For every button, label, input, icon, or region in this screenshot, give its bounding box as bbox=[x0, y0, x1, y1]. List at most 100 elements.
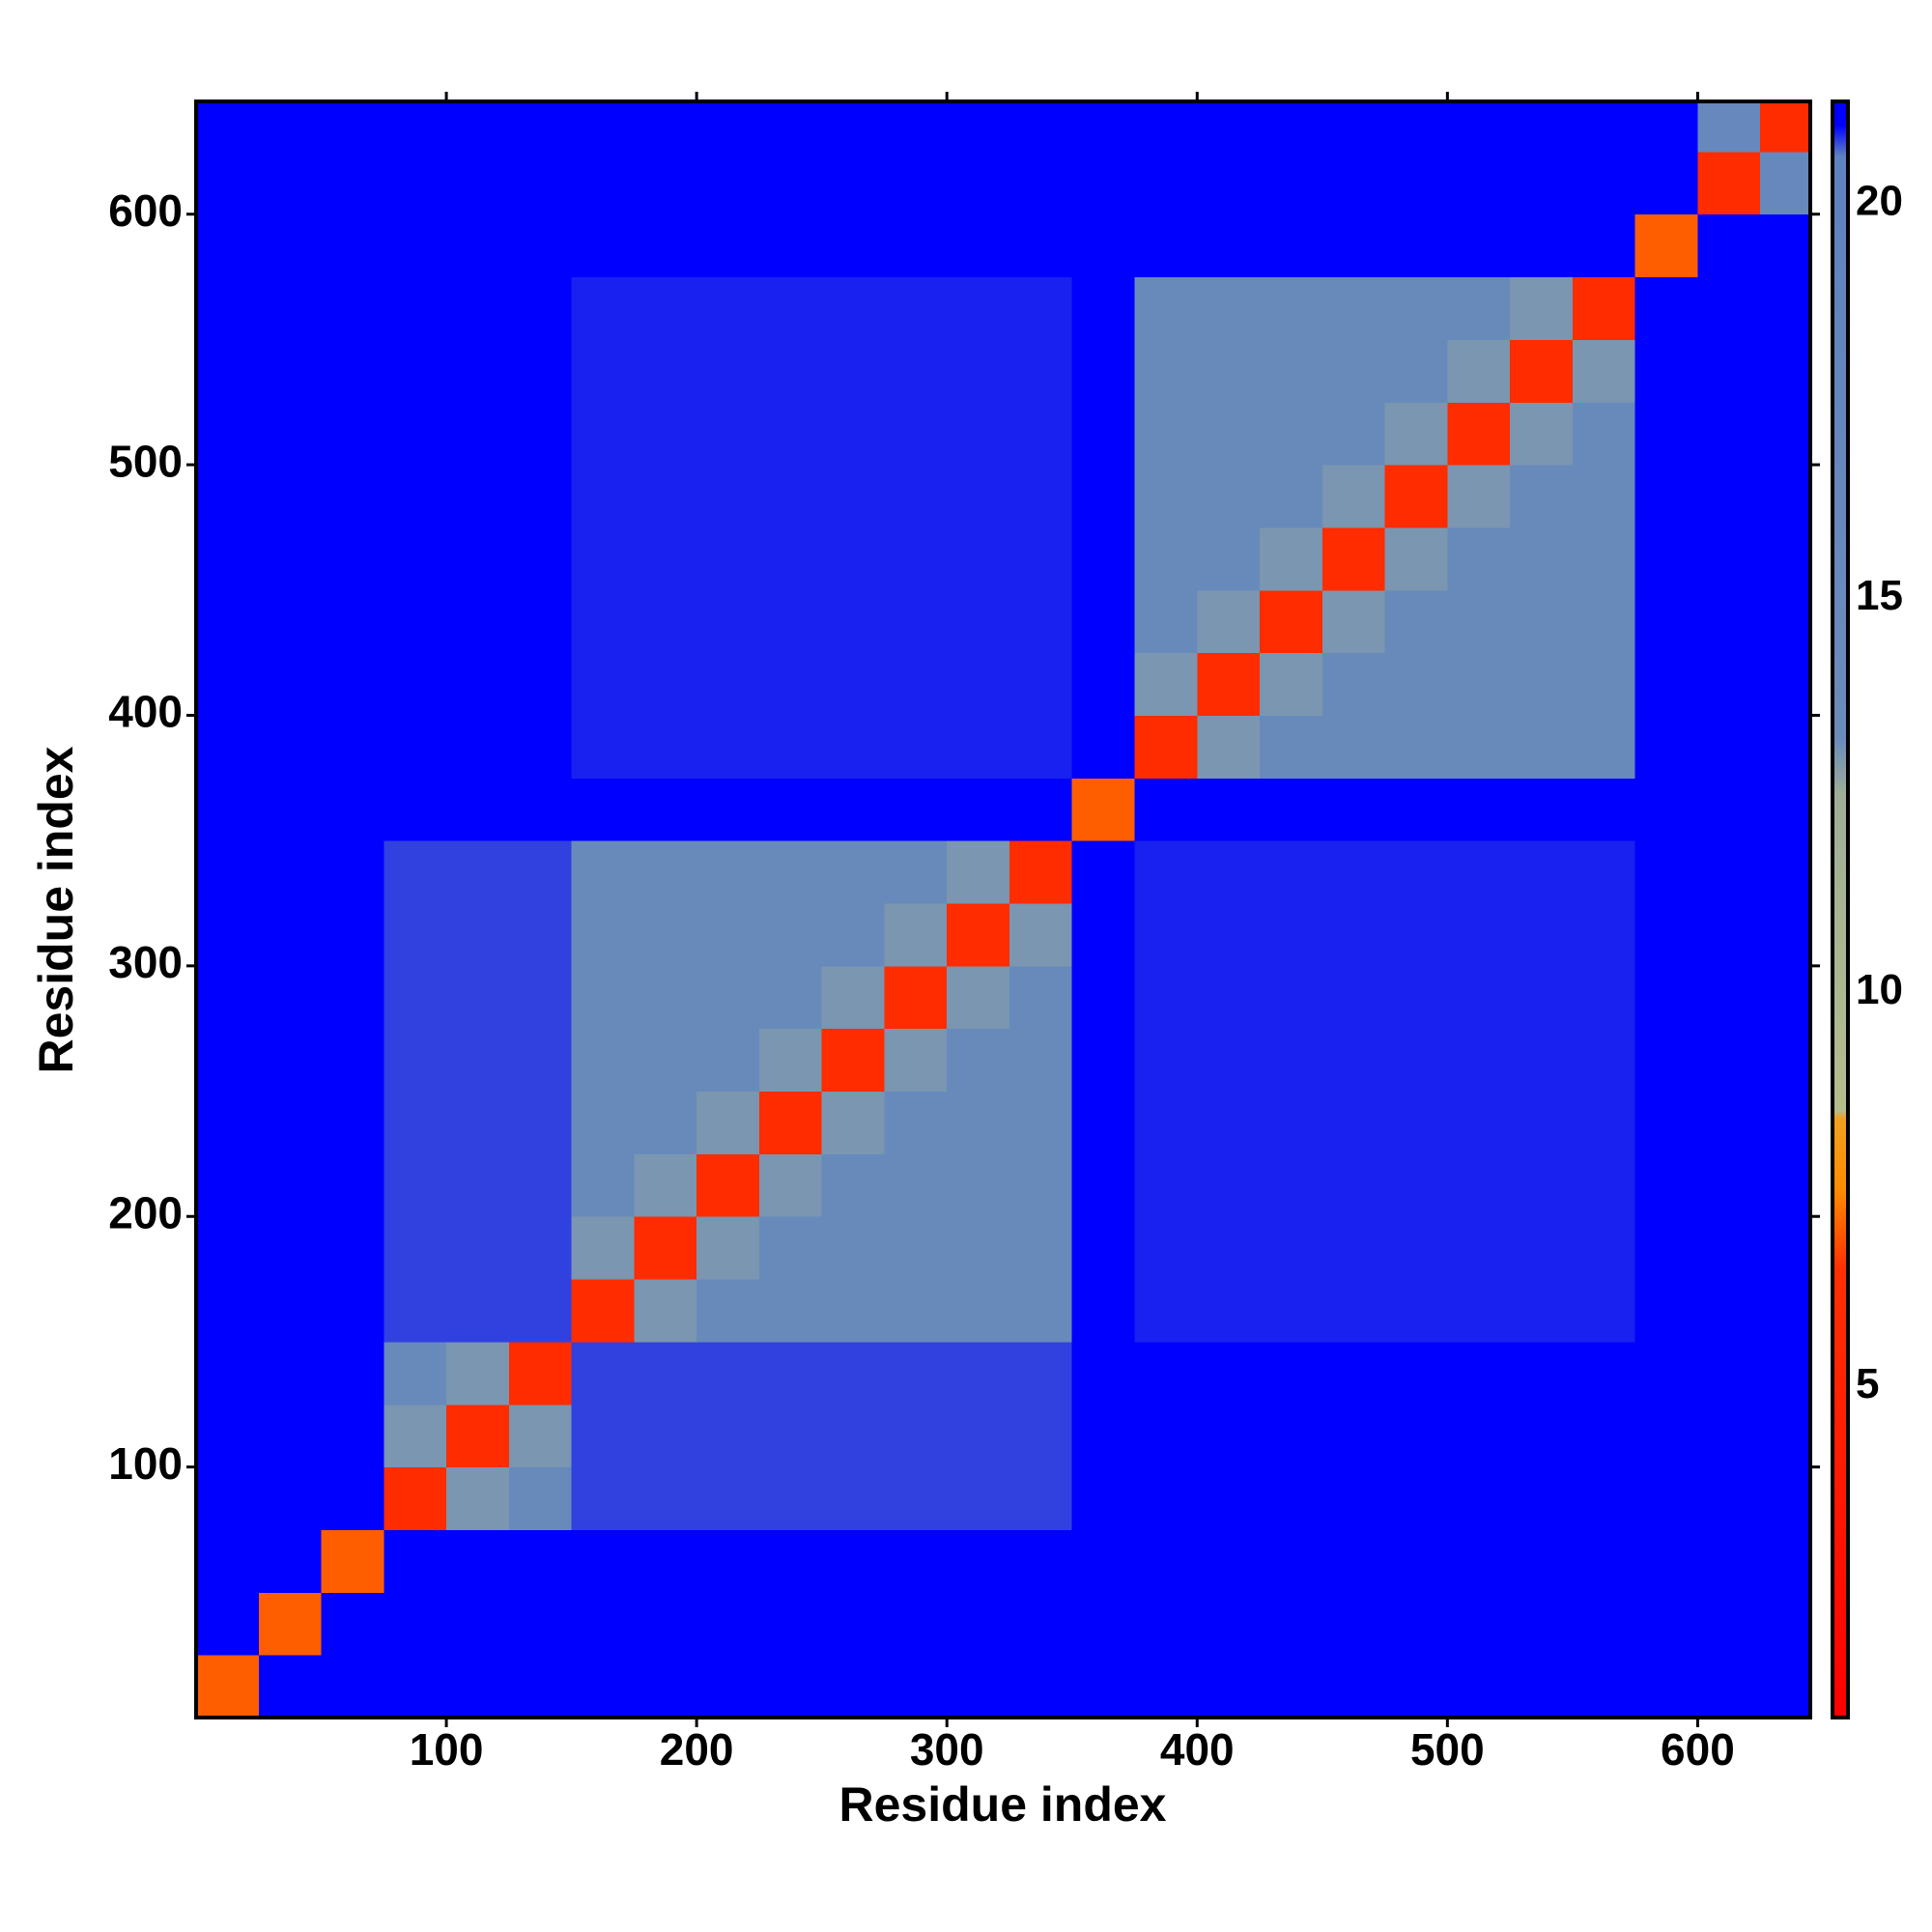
heatmap-cell bbox=[821, 1655, 885, 1719]
heatmap-cell bbox=[634, 1466, 697, 1530]
heatmap-cell bbox=[1760, 715, 1811, 779]
heatmap-cell bbox=[1572, 1466, 1636, 1530]
heatmap-cell bbox=[258, 402, 323, 466]
heatmap-cell bbox=[696, 715, 760, 779]
heatmap-cell bbox=[508, 1341, 573, 1406]
heatmap-cell bbox=[258, 652, 323, 716]
heatmap-cell bbox=[508, 1592, 573, 1656]
heatmap-cell bbox=[1384, 840, 1448, 904]
heatmap-cell bbox=[1697, 903, 1761, 967]
heatmap-cell bbox=[258, 778, 323, 841]
heatmap-cell bbox=[1009, 1216, 1073, 1280]
heatmap-cell bbox=[1384, 715, 1448, 779]
heatmap-cell bbox=[258, 715, 323, 779]
heatmap-cell bbox=[1447, 1529, 1511, 1593]
heatmap-cell bbox=[258, 526, 323, 591]
heatmap-cell bbox=[758, 840, 823, 904]
heatmap-cell bbox=[1321, 1404, 1386, 1468]
heatmap-cell bbox=[696, 276, 760, 340]
heatmap-cell bbox=[1321, 276, 1386, 340]
y-tick-label: 600 bbox=[108, 185, 183, 236]
heatmap-cell bbox=[446, 465, 510, 528]
heatmap-cell bbox=[196, 1655, 260, 1719]
heatmap-cell bbox=[1197, 101, 1261, 153]
heatmap-cell bbox=[1134, 903, 1198, 967]
heatmap-cell bbox=[446, 1655, 510, 1719]
heatmap-cell bbox=[1697, 840, 1761, 904]
heatmap-cell bbox=[446, 151, 510, 215]
x-tick-label: 200 bbox=[660, 1724, 734, 1775]
heatmap-cell bbox=[1572, 1216, 1636, 1280]
heatmap-cell bbox=[1071, 1466, 1136, 1530]
x-axis-title: Residue index bbox=[839, 1777, 1167, 1832]
heatmap-cell bbox=[1197, 903, 1261, 967]
heatmap-cell bbox=[1510, 1279, 1574, 1343]
heatmap-cell bbox=[571, 339, 635, 403]
heatmap-cell bbox=[1447, 1091, 1511, 1154]
heatmap-cell bbox=[1634, 1466, 1698, 1530]
heatmap-cell bbox=[1384, 1279, 1448, 1343]
heatmap-cell bbox=[446, 1404, 510, 1468]
heatmap-cell bbox=[1260, 778, 1323, 841]
heatmap-cell bbox=[571, 1466, 635, 1530]
heatmap-cell bbox=[196, 965, 260, 1030]
heatmap-cell bbox=[884, 339, 948, 403]
heatmap-cell bbox=[508, 1655, 573, 1719]
heatmap-cell bbox=[1009, 1592, 1073, 1656]
heatmap-cell bbox=[1321, 1655, 1386, 1719]
heatmap-cell bbox=[758, 101, 823, 153]
colorbar-tick-label: 10 bbox=[1856, 966, 1903, 1013]
heatmap-cell bbox=[1321, 1028, 1386, 1093]
heatmap-cell bbox=[1634, 1279, 1698, 1343]
heatmap-cell bbox=[1510, 1466, 1574, 1530]
heatmap-cell bbox=[446, 589, 510, 654]
heatmap-cell bbox=[258, 465, 323, 528]
heatmap-cell bbox=[1197, 840, 1261, 904]
heatmap-cell bbox=[1321, 778, 1386, 841]
heatmap-cell bbox=[321, 965, 384, 1030]
heatmap-cell bbox=[1009, 840, 1073, 904]
heatmap-cell bbox=[1572, 1028, 1636, 1093]
heatmap-cell bbox=[258, 589, 323, 654]
heatmap-cell bbox=[1697, 652, 1761, 716]
heatmap-cell bbox=[947, 965, 1010, 1030]
heatmap-cell bbox=[884, 213, 948, 278]
heatmap-cell bbox=[1321, 1592, 1386, 1656]
heatmap-cell bbox=[1572, 213, 1636, 278]
heatmap-cell bbox=[947, 1091, 1010, 1154]
heatmap-cell bbox=[1071, 1279, 1136, 1343]
heatmap-cell bbox=[1697, 1091, 1761, 1154]
heatmap-cell bbox=[196, 1028, 260, 1093]
heatmap-cell bbox=[1197, 402, 1261, 466]
heatmap-cell bbox=[571, 1279, 635, 1343]
heatmap-cell bbox=[1134, 1091, 1198, 1154]
heatmap-cell bbox=[947, 1466, 1010, 1530]
heatmap-cell bbox=[196, 339, 260, 403]
heatmap-cell bbox=[384, 840, 447, 904]
x-tick-label: 600 bbox=[1661, 1724, 1735, 1775]
heatmap-cell bbox=[571, 965, 635, 1030]
heatmap-cell bbox=[821, 465, 885, 528]
heatmap-cell bbox=[384, 903, 447, 967]
heatmap-cell bbox=[1009, 276, 1073, 340]
heatmap-cell bbox=[1697, 715, 1761, 779]
heatmap-cell bbox=[1760, 652, 1811, 716]
heatmap-cell bbox=[696, 151, 760, 215]
heatmap-cell bbox=[1260, 1529, 1323, 1593]
heatmap-cell bbox=[446, 526, 510, 591]
heatmap-cell bbox=[1384, 1529, 1448, 1593]
heatmap-cell bbox=[758, 1404, 823, 1468]
heatmap-cell bbox=[384, 965, 447, 1030]
heatmap-cell bbox=[321, 778, 384, 841]
heatmap-cell bbox=[1197, 1404, 1261, 1468]
heatmap-cell bbox=[1260, 1153, 1323, 1217]
heatmap-cell bbox=[1260, 652, 1323, 716]
heatmap-cell bbox=[1134, 276, 1198, 340]
heatmap-cell bbox=[1760, 840, 1811, 904]
heatmap-cell bbox=[884, 652, 948, 716]
heatmap-cell bbox=[1447, 465, 1511, 528]
heatmap-cell bbox=[1572, 526, 1636, 591]
heatmap-cell bbox=[1572, 1529, 1636, 1593]
heatmap-cell bbox=[1510, 101, 1574, 153]
heatmap-cell bbox=[1510, 652, 1574, 716]
